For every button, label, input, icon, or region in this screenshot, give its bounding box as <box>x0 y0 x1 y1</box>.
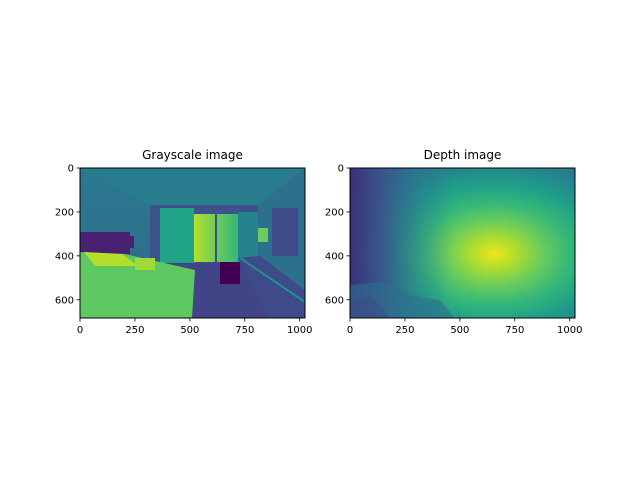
grayscale-x-tick-label: 500 <box>180 325 199 336</box>
grayscale-y-tick-label: 600 <box>55 295 74 306</box>
grayscale-image <box>80 168 305 318</box>
depth-x-tick-label: 500 <box>450 325 469 336</box>
grayscale-title: Grayscale image <box>142 148 243 162</box>
depth-x-tick-label: 750 <box>505 325 524 336</box>
depth-y-ticks: 0 200 400 600 <box>325 164 350 306</box>
grayscale-y-ticks: 0 200 400 600 <box>55 164 80 306</box>
depth-y-tick-label: 600 <box>325 295 344 306</box>
grayscale-y-tick-label: 400 <box>55 251 74 262</box>
grayscale-y-tick-label: 0 <box>68 164 74 175</box>
grayscale-axes: Grayscale image <box>55 148 313 336</box>
depth-image <box>350 168 575 318</box>
grayscale-x-tick-label: 750 <box>235 325 254 336</box>
grayscale-x-tick-label: 0 <box>77 325 83 336</box>
grayscale-x-tick-label: 250 <box>125 325 144 336</box>
depth-x-tick-label: 250 <box>395 325 414 336</box>
depth-x-ticks: 0 250 500 750 1000 <box>347 318 582 336</box>
grayscale-y-tick-label: 200 <box>55 207 74 218</box>
grayscale-x-tick-label: 1000 <box>287 325 312 336</box>
depth-y-tick-label: 0 <box>338 164 344 175</box>
depth-frame <box>349 167 576 319</box>
grayscale-x-ticks: 0 250 500 750 1000 <box>77 318 312 336</box>
depth-title: Depth image <box>424 148 502 162</box>
depth-y-tick-label: 400 <box>325 251 344 262</box>
depth-x-tick-label: 0 <box>347 325 353 336</box>
grayscale-frame <box>79 167 306 319</box>
depth-y-tick-label: 200 <box>325 207 344 218</box>
depth-x-tick-label: 1000 <box>557 325 582 336</box>
depth-axes: Depth image 0 250 500 750 1000 0 200 400 600 <box>325 148 583 336</box>
